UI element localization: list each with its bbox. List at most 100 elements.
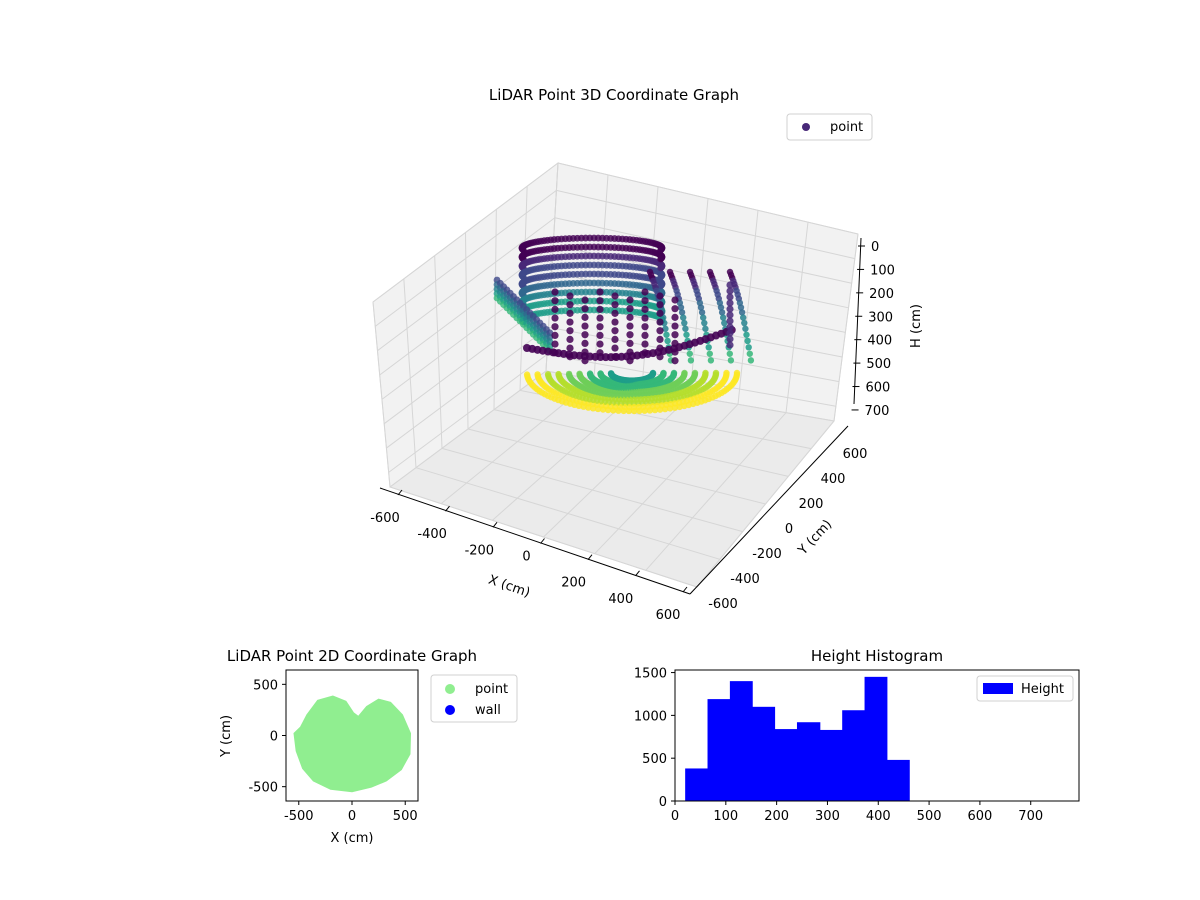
y-axis-label: Y (cm) bbox=[795, 517, 835, 559]
point bbox=[611, 353, 619, 361]
point bbox=[683, 331, 690, 338]
legend-3d-marker bbox=[802, 123, 810, 131]
point bbox=[596, 305, 604, 313]
grid-line bbox=[465, 232, 469, 430]
y-tick-label: -400 bbox=[730, 572, 760, 587]
point bbox=[641, 288, 649, 296]
point bbox=[700, 314, 707, 321]
point bbox=[625, 407, 633, 415]
x-axis-line bbox=[379, 487, 691, 595]
point bbox=[565, 370, 573, 378]
z-tick-label: 400 bbox=[867, 334, 892, 349]
x-tick bbox=[587, 554, 593, 560]
point bbox=[698, 309, 706, 316]
point bbox=[726, 350, 733, 357]
point bbox=[597, 370, 604, 377]
x-tick-label: 400 bbox=[608, 592, 633, 607]
point bbox=[656, 353, 664, 361]
point bbox=[611, 309, 619, 317]
grid-line bbox=[785, 222, 809, 413]
grid-line bbox=[493, 209, 497, 410]
point bbox=[718, 309, 726, 316]
histogram-bar bbox=[819, 729, 843, 801]
tick-labels-hist: 0 100 200 300 400 500 600 700 0 500 1000 1500 bbox=[634, 667, 1043, 824]
y-tick-label: 0 bbox=[785, 522, 793, 537]
x-tick-label: 0 bbox=[522, 550, 530, 565]
point bbox=[641, 340, 649, 348]
histogram-bar bbox=[886, 759, 910, 801]
histogram-bars bbox=[685, 676, 910, 801]
point bbox=[741, 319, 748, 327]
legend-hist-box bbox=[976, 675, 1074, 702]
x-tick bbox=[492, 522, 498, 528]
y-axis-line bbox=[689, 425, 849, 595]
point bbox=[726, 335, 734, 343]
point bbox=[726, 305, 734, 313]
point bbox=[566, 327, 574, 335]
point bbox=[611, 327, 619, 335]
point bbox=[706, 350, 713, 357]
legend-height-label: Height bbox=[1021, 682, 1064, 697]
point bbox=[626, 305, 634, 313]
point bbox=[626, 296, 634, 304]
point bbox=[707, 357, 715, 364]
histogram-bar bbox=[685, 768, 709, 801]
x-axis-label-2d: X (cm) bbox=[331, 831, 374, 846]
legend-wall-label: wall bbox=[475, 703, 501, 718]
point bbox=[566, 335, 574, 343]
y-tick-label: 1000 bbox=[634, 709, 667, 724]
point bbox=[664, 337, 671, 345]
x-tick-label: -200 bbox=[465, 543, 495, 558]
point bbox=[551, 305, 559, 313]
z-tick-labels: 0 100 200 300 400 500 600 700 bbox=[851, 240, 895, 419]
z-tick-label: 100 bbox=[870, 263, 895, 278]
histogram-bar bbox=[729, 681, 753, 801]
point bbox=[544, 371, 552, 378]
y-tick-label: 1500 bbox=[634, 667, 667, 682]
point bbox=[523, 371, 531, 378]
z-tick-label: 600 bbox=[865, 381, 890, 396]
grid-line bbox=[833, 233, 859, 422]
point bbox=[721, 319, 728, 327]
point bbox=[566, 318, 574, 326]
point bbox=[566, 292, 574, 300]
point bbox=[677, 304, 685, 311]
point bbox=[566, 344, 574, 352]
point bbox=[702, 325, 709, 332]
grid-line bbox=[372, 301, 391, 488]
x-tick-label: 600 bbox=[967, 809, 992, 824]
point-area bbox=[293, 695, 412, 793]
x-tick bbox=[445, 505, 450, 512]
point bbox=[596, 349, 604, 357]
y-tick-label: 0 bbox=[270, 730, 278, 745]
z-tick-label: 0 bbox=[871, 240, 879, 255]
histogram-bar bbox=[796, 722, 821, 801]
point bbox=[745, 344, 752, 351]
z-tick-label: 200 bbox=[869, 287, 894, 302]
point bbox=[726, 317, 734, 325]
y-tick-label: -200 bbox=[752, 547, 782, 562]
point bbox=[611, 335, 619, 343]
height-histogram: Height Histogram 0 100 200 300 400 500 600 7000… bbox=[634, 647, 1080, 824]
point bbox=[657, 246, 665, 254]
point bbox=[727, 357, 735, 364]
point bbox=[656, 335, 664, 343]
y-tick-label: 500 bbox=[253, 678, 278, 693]
point bbox=[671, 404, 679, 411]
point bbox=[581, 348, 589, 356]
z-tick-label: 300 bbox=[868, 310, 893, 325]
point bbox=[630, 407, 638, 415]
scatter-2d-chart: LiDAR Point 2D Coordinate Graph -500 0 500… bbox=[219, 647, 518, 846]
point bbox=[657, 255, 665, 263]
legend-3d-label: point bbox=[830, 120, 863, 135]
point bbox=[551, 288, 559, 296]
x-tick-label: 300 bbox=[815, 809, 840, 824]
x-axis-label: X (cm) bbox=[486, 573, 532, 601]
point bbox=[581, 313, 589, 321]
x-tick-labels: -600 -400 -200 0 200 400 600 bbox=[370, 489, 688, 623]
point bbox=[701, 319, 708, 327]
point bbox=[555, 370, 562, 378]
x-tick-label: 400 bbox=[866, 809, 891, 824]
